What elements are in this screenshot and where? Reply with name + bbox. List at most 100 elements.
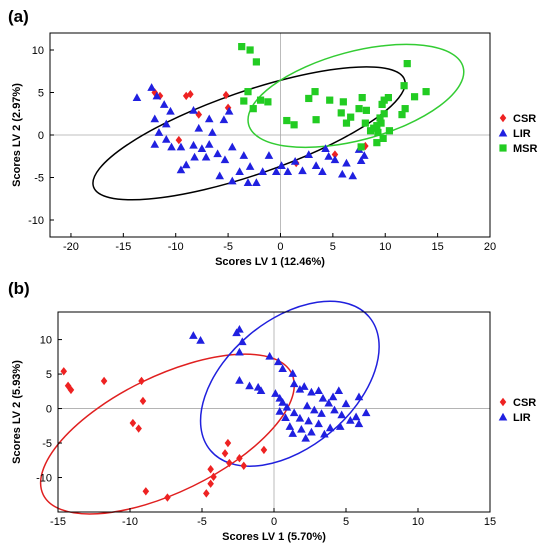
panel-b-point-lir <box>295 384 305 393</box>
panel-b-point-lir <box>334 386 344 395</box>
panel-b-legend-csr-label: CSR <box>513 397 536 409</box>
panel-b-point-lir <box>337 410 346 419</box>
panel-a-point-lir <box>271 167 281 175</box>
panel-a-point-lir <box>197 144 207 153</box>
panel-b-xtick-label: -15 <box>50 516 66 528</box>
panel-b-xtick-label: 15 <box>484 516 496 528</box>
panel-a-ellipse-msr <box>247 43 465 149</box>
panel-a-point-msr <box>361 119 369 127</box>
panel-b-point-csr <box>129 418 137 428</box>
panel-a-point-csr <box>175 135 183 145</box>
panel-b-point-lir <box>238 337 247 346</box>
panel-a-point-lir <box>252 178 261 187</box>
panel-b-point-csr <box>203 489 210 498</box>
panel-a-point-msr <box>347 113 355 121</box>
panel-a-point-lir <box>359 151 369 159</box>
panel-a-point-msr <box>244 88 252 96</box>
panel-a-point-msr <box>355 105 363 113</box>
panel-a-point-lir <box>190 152 199 161</box>
panel-b-point-lir <box>281 413 290 421</box>
panel-b-point-lir <box>189 331 198 339</box>
panel-a-ytick-label: -5 <box>34 173 44 185</box>
panel-a-point-lir <box>356 156 366 164</box>
panel-a-point-lir <box>159 100 169 108</box>
panel-a-xtick-label: -10 <box>168 241 184 253</box>
panel-a-point-msr <box>337 109 345 117</box>
panel-a-point-msr <box>283 116 291 125</box>
panel-b-point-lir <box>335 422 345 430</box>
panel-a-point-csr <box>331 150 339 159</box>
panel-a-point-lir <box>318 167 327 175</box>
panel-a-point-msr <box>376 114 384 122</box>
panel-a-point-msr <box>339 98 347 106</box>
panel-b-point-lir <box>295 413 305 422</box>
panel-b-point-csr <box>164 493 171 502</box>
panel-a-point-msr <box>326 96 334 104</box>
panel-b-point-lir <box>304 416 313 425</box>
panel-b-legend-csr-marker <box>499 397 507 407</box>
panel-b-point-lir <box>245 381 254 390</box>
panel-a-point-lir <box>161 134 171 143</box>
panel-b-ellipse-csr <box>39 353 296 515</box>
panel-b-point-lir <box>285 422 295 430</box>
panel-a-point-lir <box>330 155 340 164</box>
panel-b-ytick-label: -5 <box>42 438 52 450</box>
panel-a-point-msr <box>342 119 351 127</box>
panel-a-point-msr <box>362 106 370 114</box>
panel-a-point-lir <box>150 114 160 123</box>
panel-a-point-lir <box>194 123 204 132</box>
panel-b-point-lir <box>302 401 312 410</box>
panel-a-x-axis-title: Scores LV 1 (12.46%) <box>215 256 325 268</box>
panel-b-point-lir <box>196 335 205 344</box>
panel-b-point-lir <box>307 427 316 436</box>
panel-a-point-msr <box>238 43 246 51</box>
panel-b-point-lir <box>289 408 299 417</box>
panel-b-point-lir <box>278 398 287 406</box>
panel-b-point-lir <box>278 364 287 372</box>
panel-a-point-lir <box>304 150 314 158</box>
panel-b-ytick-label: -10 <box>36 473 52 485</box>
panel-b-point-lir <box>288 429 298 437</box>
panel-b-point-csr <box>207 465 214 474</box>
panel-b-point-csr <box>226 458 233 468</box>
panel-a-point-lir <box>283 167 293 175</box>
panel-a-point-lir <box>235 167 244 175</box>
panel-a-ytick-label: 0 <box>38 130 44 142</box>
panel-a-point-msr <box>246 46 254 54</box>
panel-b-point-lir <box>330 405 339 414</box>
panel-a-ytick-label: -10 <box>28 215 44 227</box>
panel-a-point-msr <box>358 94 366 102</box>
panel-b-point-lir <box>288 369 298 377</box>
panel-b-point-csr <box>224 438 232 448</box>
panel-a-point-lir <box>258 167 267 175</box>
panel-a-point-msr <box>374 128 382 137</box>
panel-b-point-lir <box>324 398 334 407</box>
panel-a-point-msr <box>403 60 411 68</box>
panel-a-point-msr <box>366 127 375 135</box>
panel-b-point-lir <box>297 424 306 433</box>
panel-b-ytick-label: 5 <box>46 369 52 381</box>
panel-a-point-lir <box>147 83 156 91</box>
panel-a-point-lir <box>277 161 286 170</box>
panel-a-legend-csr-label: CSR <box>513 113 536 125</box>
panel-a-point-lir <box>348 171 358 180</box>
panel-a-point-lir <box>208 128 217 136</box>
panel-b-xtick-label: -10 <box>122 516 138 528</box>
panel-b-point-lir <box>314 386 323 395</box>
panel-a-point-msr <box>240 97 248 105</box>
panel-a-point-msr <box>252 58 260 66</box>
panel-b-point-lir <box>274 357 283 366</box>
panel-a-point-lir <box>298 166 307 175</box>
panel-a-legend-lir-label: LIR <box>513 128 531 140</box>
panel-a-point-lir <box>189 106 198 114</box>
panel-a-point-msr <box>380 96 388 104</box>
panel-a-point-lir <box>189 140 198 149</box>
panel-b-x-axis-title: Scores LV 1 (5.70%) <box>222 531 326 543</box>
panel-a-point-lir <box>311 161 321 170</box>
panel-a-xtick-label: -20 <box>63 241 79 253</box>
panel-a-point-lir <box>215 171 225 180</box>
panel-a-y-axis-title: Scores LV 2 (2.97%) <box>11 83 23 187</box>
panel-b-label: (b) <box>8 279 30 298</box>
panel-b-point-lir <box>341 399 351 408</box>
